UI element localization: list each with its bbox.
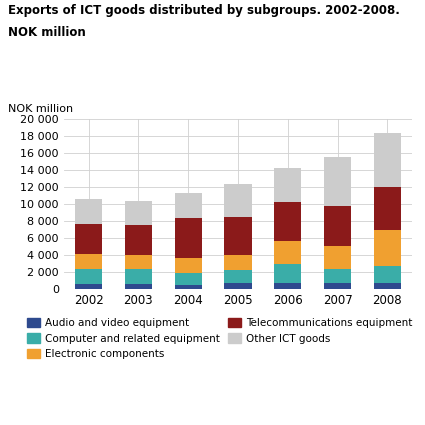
Bar	[175, 193, 202, 218]
Bar	[224, 184, 252, 217]
Bar	[224, 283, 252, 289]
Bar	[274, 283, 301, 289]
Bar	[75, 199, 102, 224]
Bar	[374, 283, 401, 289]
Bar	[224, 270, 252, 283]
Bar	[324, 283, 351, 289]
Bar	[125, 255, 152, 269]
Bar	[224, 217, 252, 255]
Bar	[175, 218, 202, 258]
Bar	[175, 285, 202, 289]
Bar	[125, 201, 152, 225]
Bar	[175, 258, 202, 273]
Bar	[324, 157, 351, 206]
Bar	[75, 269, 102, 284]
Bar	[75, 284, 102, 289]
Bar	[125, 225, 152, 255]
Bar	[274, 168, 301, 202]
Text: NOK million: NOK million	[8, 104, 74, 114]
Bar	[324, 246, 351, 269]
Text: NOK million: NOK million	[8, 26, 86, 39]
Bar	[125, 284, 152, 289]
Bar	[374, 230, 401, 266]
Bar	[324, 206, 351, 246]
Bar	[374, 187, 401, 230]
Bar	[374, 266, 401, 283]
Bar	[125, 269, 152, 284]
Text: Exports of ICT goods distributed by subgroups. 2002-2008.: Exports of ICT goods distributed by subg…	[8, 4, 400, 17]
Bar	[274, 202, 301, 241]
Legend: Audio and video equipment, Computer and related equipment, Electronic components: Audio and video equipment, Computer and …	[27, 318, 412, 359]
Bar	[274, 241, 301, 264]
Bar	[324, 269, 351, 283]
Bar	[224, 255, 252, 270]
Bar	[274, 264, 301, 283]
Bar	[75, 254, 102, 269]
Bar	[75, 224, 102, 254]
Bar	[175, 273, 202, 285]
Bar	[374, 133, 401, 187]
